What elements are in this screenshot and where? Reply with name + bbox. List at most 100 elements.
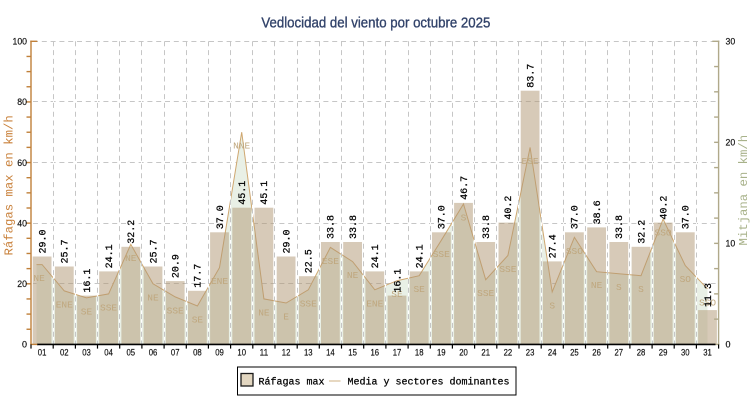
svg-text:83.7: 83.7 bbox=[526, 64, 537, 88]
svg-text:24.1: 24.1 bbox=[416, 244, 427, 268]
svg-text:NE: NE bbox=[33, 273, 45, 284]
svg-text:20: 20 bbox=[17, 279, 27, 290]
svg-text:33.8: 33.8 bbox=[349, 215, 360, 239]
svg-text:25.7: 25.7 bbox=[61, 239, 72, 263]
svg-text:45.1: 45.1 bbox=[238, 181, 249, 205]
svg-text:21: 21 bbox=[481, 348, 490, 359]
svg-text:25.7: 25.7 bbox=[149, 239, 160, 263]
svg-text:15: 15 bbox=[348, 348, 357, 359]
svg-text:26: 26 bbox=[592, 348, 601, 359]
svg-text:SSE: SSE bbox=[300, 298, 317, 309]
svg-text:25: 25 bbox=[570, 348, 579, 359]
svg-text:60: 60 bbox=[17, 158, 27, 169]
svg-text:S: S bbox=[461, 213, 467, 224]
svg-text:SE: SE bbox=[81, 306, 93, 317]
svg-text:16: 16 bbox=[371, 348, 380, 359]
svg-text:Media y sectores dominantes: Media y sectores dominantes bbox=[348, 376, 510, 388]
svg-text:27: 27 bbox=[615, 348, 624, 359]
svg-text:NE: NE bbox=[591, 280, 603, 291]
svg-text:28: 28 bbox=[637, 348, 646, 359]
svg-text:14: 14 bbox=[326, 348, 335, 359]
svg-text:17.7: 17.7 bbox=[194, 264, 205, 288]
svg-text:S: S bbox=[616, 282, 622, 293]
svg-text:24.1: 24.1 bbox=[371, 244, 382, 268]
svg-text:06: 06 bbox=[149, 348, 158, 359]
svg-text:NE: NE bbox=[347, 270, 359, 281]
svg-text:20: 20 bbox=[726, 138, 736, 149]
svg-text:Vedlocidad del viento por octu: Vedlocidad del viento por octubre 2025 bbox=[261, 16, 490, 32]
svg-text:31: 31 bbox=[703, 348, 712, 359]
svg-text:NE: NE bbox=[147, 292, 159, 303]
svg-text:16.1: 16.1 bbox=[83, 269, 94, 293]
svg-text:SSO: SSO bbox=[566, 246, 583, 257]
svg-text:0: 0 bbox=[22, 340, 27, 351]
svg-text:0: 0 bbox=[726, 340, 731, 351]
svg-text:24: 24 bbox=[548, 348, 557, 359]
svg-text:SE: SE bbox=[192, 315, 204, 326]
svg-text:05: 05 bbox=[127, 348, 136, 359]
svg-text:37.0: 37.0 bbox=[438, 205, 449, 229]
svg-text:SE: SE bbox=[413, 284, 425, 295]
svg-text:SSE: SSE bbox=[433, 249, 450, 260]
svg-text:10: 10 bbox=[726, 239, 736, 250]
svg-text:11.3: 11.3 bbox=[704, 283, 715, 307]
svg-text:33.8: 33.8 bbox=[482, 215, 493, 239]
svg-text:29.0: 29.0 bbox=[282, 229, 293, 253]
svg-text:20.9: 20.9 bbox=[172, 254, 183, 278]
svg-text:SSE: SSE bbox=[477, 288, 494, 299]
svg-text:46.7: 46.7 bbox=[460, 176, 471, 200]
svg-text:ESE: ESE bbox=[322, 256, 339, 267]
svg-text:22.5: 22.5 bbox=[305, 249, 316, 273]
svg-text:18: 18 bbox=[415, 348, 424, 359]
svg-text:40: 40 bbox=[17, 219, 27, 230]
svg-text:04: 04 bbox=[104, 348, 113, 359]
svg-text:100: 100 bbox=[13, 37, 28, 48]
svg-text:NE: NE bbox=[125, 253, 137, 264]
svg-text:SSE: SSE bbox=[100, 302, 117, 313]
svg-text:40.2: 40.2 bbox=[659, 196, 670, 220]
svg-text:S: S bbox=[549, 300, 555, 311]
svg-text:Ráfagas max en km/h: Ráfagas max en km/h bbox=[3, 115, 17, 255]
svg-text:38.6: 38.6 bbox=[593, 200, 604, 224]
svg-text:33.8: 33.8 bbox=[615, 215, 626, 239]
svg-text:08: 08 bbox=[193, 348, 202, 359]
svg-text:29: 29 bbox=[659, 348, 668, 359]
svg-text:16.1: 16.1 bbox=[393, 269, 404, 293]
svg-text:37.0: 37.0 bbox=[216, 205, 227, 229]
svg-text:10: 10 bbox=[237, 348, 246, 359]
svg-text:E: E bbox=[283, 312, 289, 323]
svg-text:09: 09 bbox=[215, 348, 224, 359]
svg-text:45.1: 45.1 bbox=[260, 181, 271, 205]
svg-text:SSE: SSE bbox=[167, 305, 184, 316]
svg-text:SE: SE bbox=[391, 289, 403, 300]
svg-text:12: 12 bbox=[282, 348, 291, 359]
svg-text:Ráfagas max: Ráfagas max bbox=[259, 376, 325, 388]
svg-text:22: 22 bbox=[504, 348, 513, 359]
svg-text:17: 17 bbox=[393, 348, 402, 359]
svg-text:32.2: 32.2 bbox=[127, 220, 138, 244]
svg-text:ENE: ENE bbox=[211, 276, 228, 287]
svg-text:ENE: ENE bbox=[366, 298, 383, 309]
svg-text:30: 30 bbox=[681, 348, 690, 359]
svg-text:24.1: 24.1 bbox=[105, 244, 116, 268]
svg-text:29.0: 29.0 bbox=[38, 229, 49, 253]
svg-text:13: 13 bbox=[304, 348, 313, 359]
svg-text:ESE: ESE bbox=[522, 156, 539, 167]
svg-text:S: S bbox=[638, 284, 644, 295]
svg-text:SSO: SSO bbox=[655, 228, 672, 239]
svg-text:37.0: 37.0 bbox=[682, 205, 693, 229]
svg-text:30: 30 bbox=[726, 37, 736, 48]
svg-text:37.0: 37.0 bbox=[571, 205, 582, 229]
svg-text:ENE: ENE bbox=[56, 299, 73, 310]
svg-text:19: 19 bbox=[437, 348, 446, 359]
svg-text:20: 20 bbox=[459, 348, 468, 359]
svg-text:11: 11 bbox=[260, 348, 269, 359]
svg-text:07: 07 bbox=[171, 348, 180, 359]
svg-text:SO: SO bbox=[680, 274, 692, 285]
svg-text:03: 03 bbox=[82, 348, 91, 359]
svg-text:32.2: 32.2 bbox=[637, 220, 648, 244]
svg-text:23: 23 bbox=[526, 348, 535, 359]
svg-text:Mitjana en km/h: Mitjana en km/h bbox=[737, 135, 750, 246]
svg-text:27.4: 27.4 bbox=[549, 234, 560, 258]
svg-text:NNE: NNE bbox=[233, 141, 250, 152]
